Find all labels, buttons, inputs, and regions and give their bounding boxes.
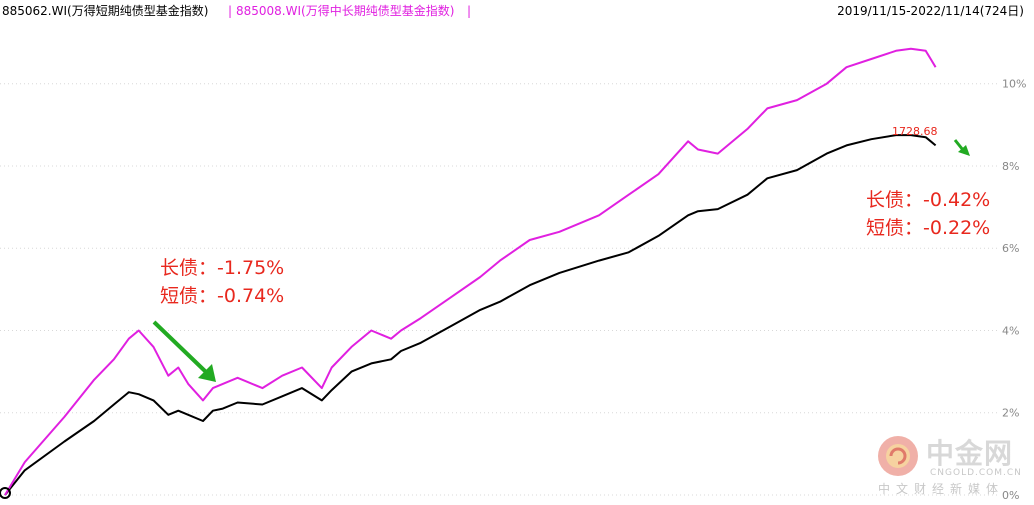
- y-tick-label: 10%: [1002, 78, 1026, 91]
- watermark-domain: CNGOLD.COM.CN: [930, 468, 1022, 478]
- watermark-title: 中金网: [926, 437, 1014, 470]
- y-tick-label: 6%: [1002, 242, 1019, 255]
- right-annotation: 长债：-0.42% 短债：-0.22%: [866, 186, 990, 242]
- right-annotation-short-bond: 短债：-0.22%: [866, 217, 991, 239]
- watermark: 中金网 CNGOLD.COM.CN 中文财经新媒体: [876, 430, 1026, 498]
- left-annotation-long-bond: 长债：-1.75%: [160, 257, 285, 279]
- legend-separator: |: [228, 4, 233, 18]
- start-marker: [0, 487, 11, 499]
- y-tick-label: 8%: [1002, 160, 1019, 173]
- y-tick-label: 2%: [1002, 407, 1019, 420]
- cngold-logo-icon: [878, 436, 918, 476]
- last-value-label: 1728.68: [892, 125, 938, 138]
- left-annotation-short-bond: 短债：-0.74%: [160, 285, 285, 307]
- right-annotation-long-bond: 长债：-0.42%: [866, 189, 991, 211]
- green-arrow-right: [953, 139, 970, 156]
- series2-legend-label[interactable]: 885008.WI(万得中长期纯债型基金指数): [236, 4, 455, 18]
- y-tick-label: 4%: [1002, 324, 1019, 337]
- date-range-label: 2019/11/15-2022/11/14(724日): [837, 4, 1024, 18]
- legend-separator: |: [467, 4, 472, 18]
- series-line-1[interactable]: [4, 134, 937, 496]
- y-tick-label: 0%: [1002, 489, 1019, 502]
- y-axis-ticks: 0% 2% 4% 6% 8% 10%: [1002, 78, 1026, 502]
- series-line-2[interactable]: [4, 47, 937, 496]
- series-lines: [4, 47, 937, 496]
- series1-legend-label[interactable]: 885062.WI(万得短期纯债型基金指数): [2, 4, 209, 18]
- watermark-tagline: 中文财经新媒体: [878, 482, 1005, 496]
- green-arrow-left: [152, 320, 216, 382]
- chart-legend-bar: 885062.WI(万得短期纯债型基金指数) | 885008.WI(万得中长期…: [0, 0, 1034, 22]
- left-annotation: 长债：-1.75% 短债：-0.74%: [160, 254, 284, 310]
